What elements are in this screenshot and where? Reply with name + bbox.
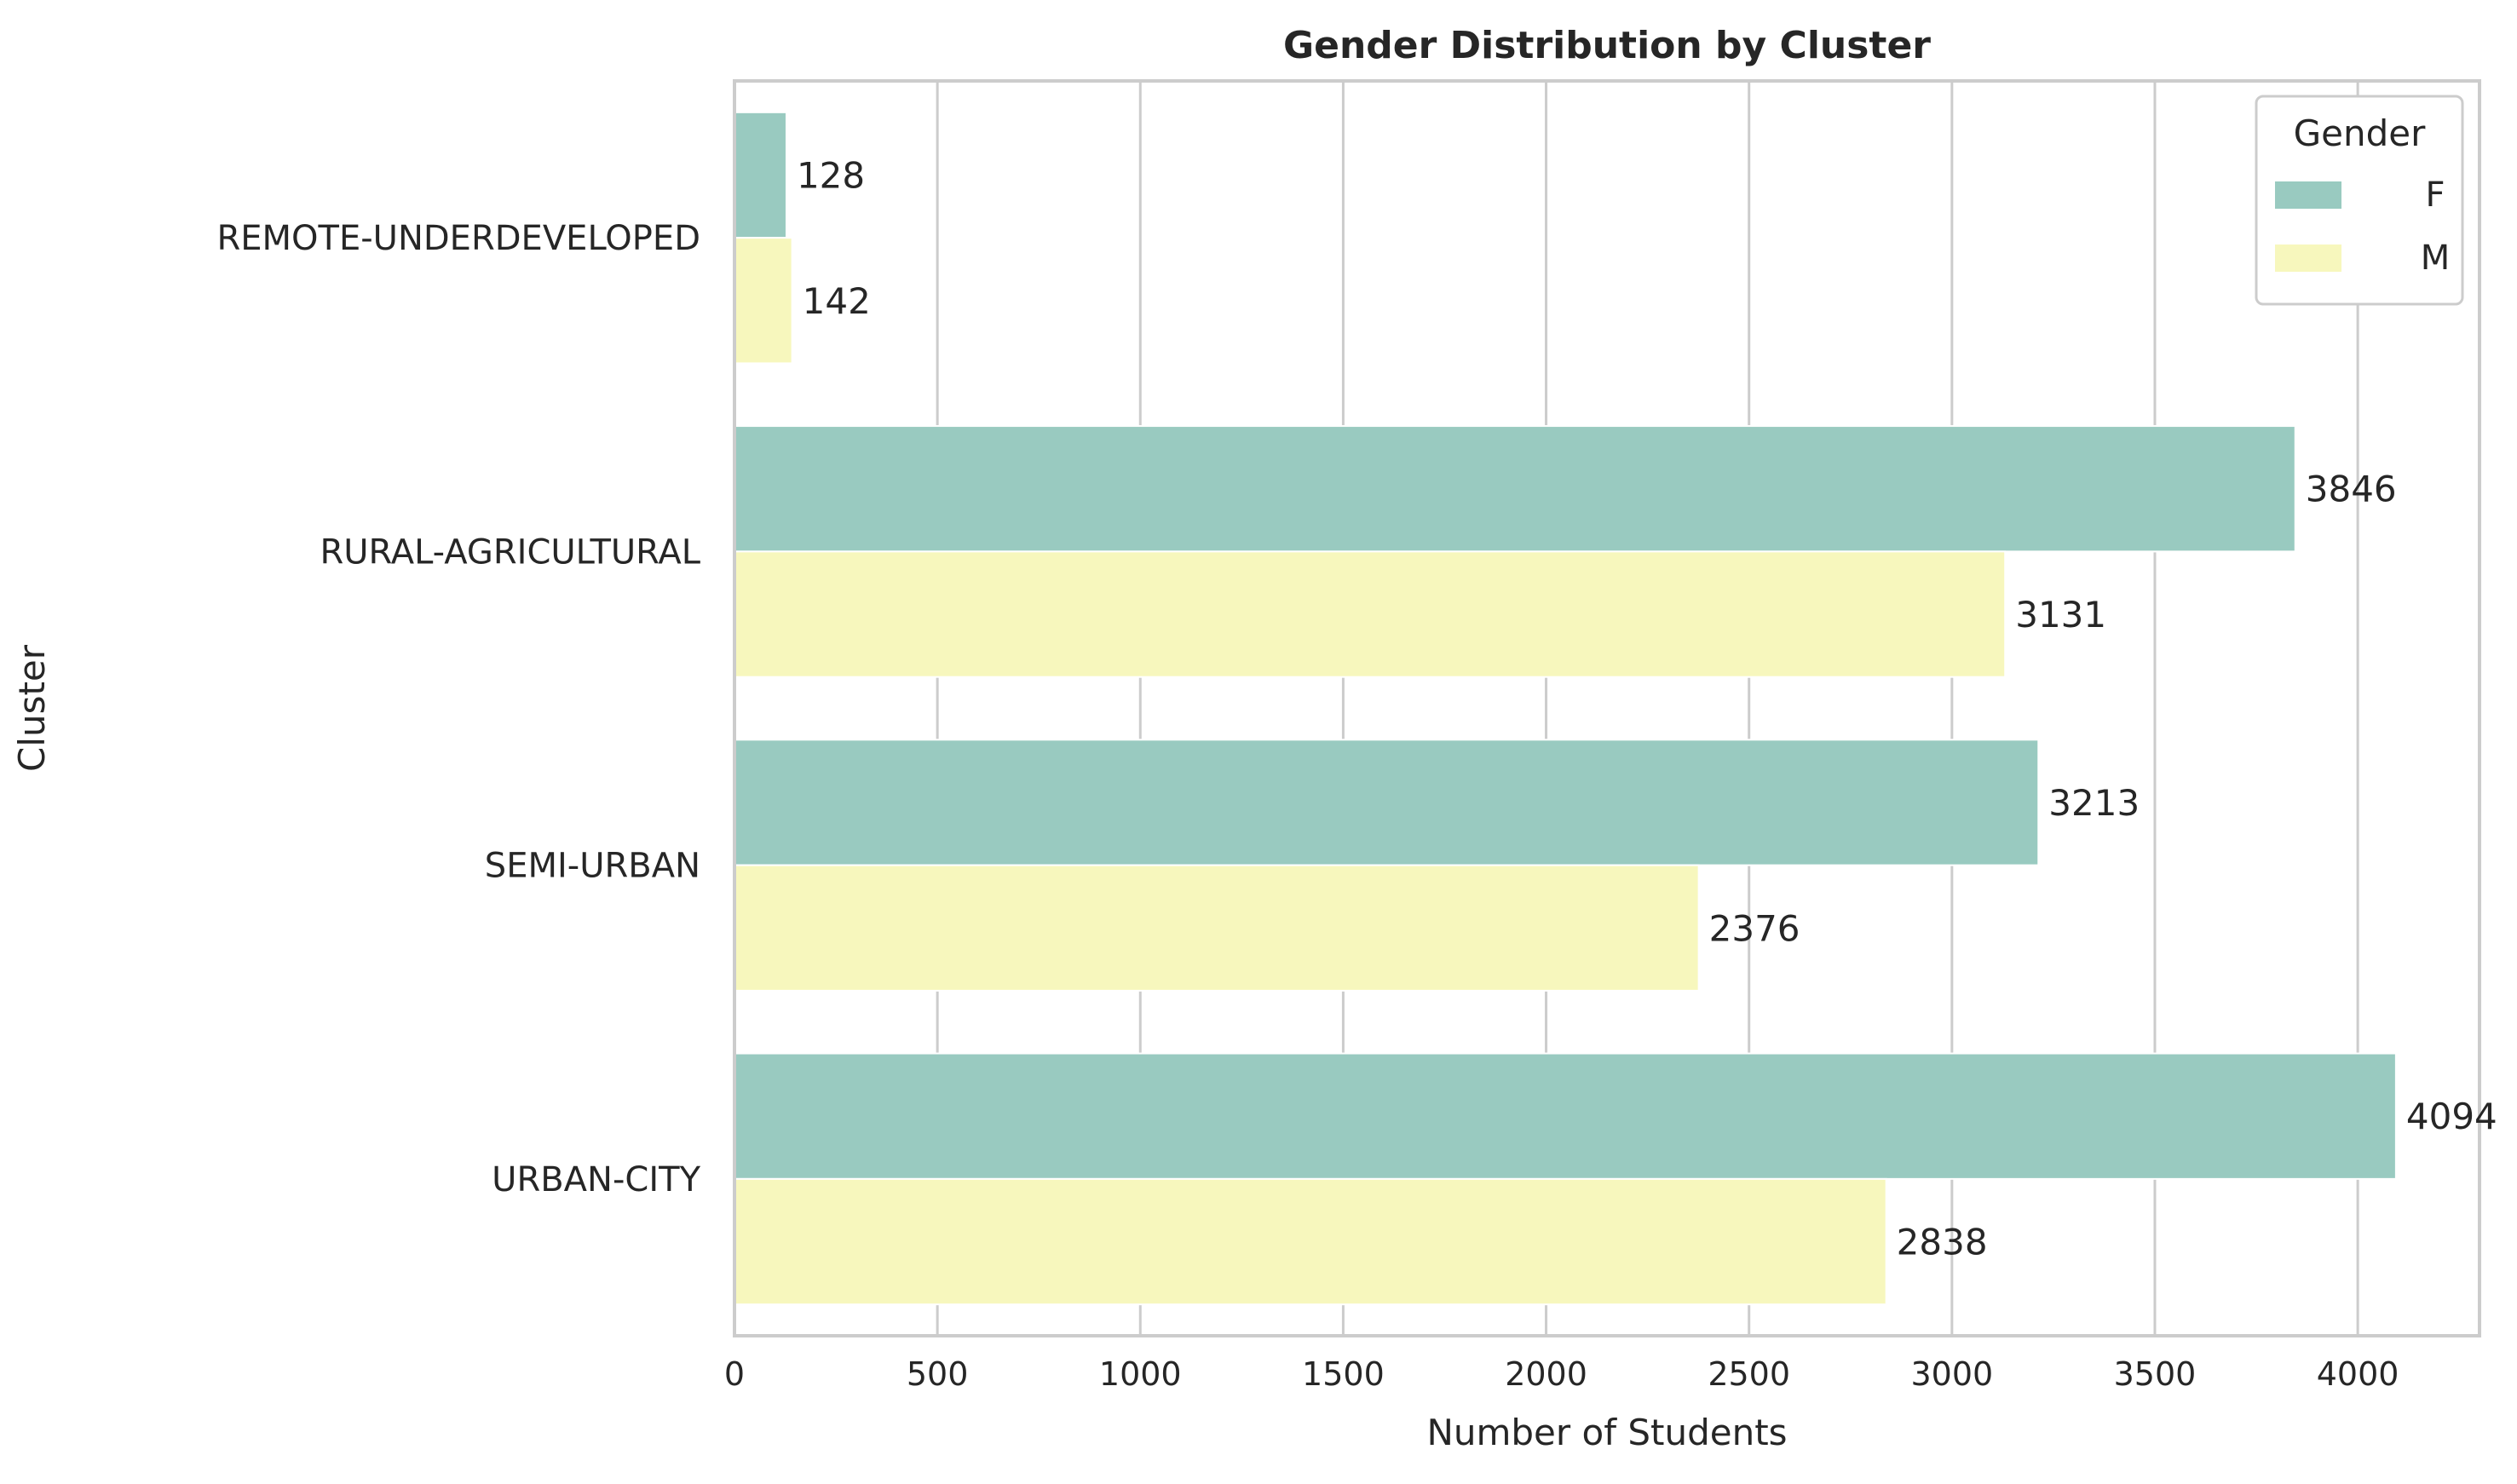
legend-title: Gender bbox=[2294, 112, 2427, 154]
grid-lines bbox=[733, 81, 2359, 1336]
data-labels: 128 142 3846 3131 3213 2376 4094 2838 bbox=[797, 154, 2497, 1263]
bars bbox=[734, 111, 2397, 1306]
bar-M-1 bbox=[734, 550, 2007, 678]
bar-F-1 bbox=[734, 425, 2296, 553]
x-ticks: 0 500 1000 1500 2000 2500 3000 3500 4000 bbox=[724, 1355, 2399, 1393]
y-axis-label: Cluster bbox=[11, 644, 53, 772]
data-label: 2376 bbox=[1709, 907, 1800, 949]
data-label: 3131 bbox=[2015, 594, 2106, 636]
legend-items: FM bbox=[2275, 175, 2450, 278]
bar-F-0 bbox=[734, 111, 787, 239]
bar-F-3 bbox=[734, 1052, 2397, 1180]
x-tick-label: 3000 bbox=[1910, 1355, 1993, 1393]
bar-F-2 bbox=[734, 739, 2040, 866]
legend-swatch-F bbox=[2275, 181, 2341, 209]
bar-M-0 bbox=[734, 237, 793, 365]
chart-title: Gender Distribution by Cluster bbox=[1283, 24, 1931, 67]
data-label: 4094 bbox=[2406, 1096, 2497, 1137]
data-label: 3846 bbox=[2306, 469, 2397, 510]
x-tick-label: 3500 bbox=[2114, 1355, 2197, 1393]
bar-M-3 bbox=[734, 1177, 1887, 1306]
y-tick-label: RURAL-AGRICULTURAL bbox=[320, 532, 700, 572]
plot-frame bbox=[733, 79, 2481, 1337]
data-label: 128 bbox=[797, 154, 865, 196]
legend-label-M: M bbox=[2421, 239, 2451, 278]
data-label: 142 bbox=[803, 280, 871, 322]
x-tick-label: 500 bbox=[907, 1355, 969, 1393]
y-tick-label: REMOTE-UNDERDEVELOPED bbox=[216, 219, 700, 258]
legend-label-F: F bbox=[2425, 175, 2445, 215]
x-tick-label: 4000 bbox=[2317, 1355, 2399, 1393]
y-tick-label: URBAN-CITY bbox=[492, 1160, 700, 1199]
x-tick-label: 2000 bbox=[1505, 1355, 1587, 1393]
data-label: 2838 bbox=[1897, 1222, 1988, 1263]
x-axis-label: Number of Students bbox=[1426, 1412, 1787, 1453]
y-tick-label: SEMI-URBAN bbox=[485, 847, 700, 886]
y-ticks: REMOTE-UNDERDEVELOPED RURAL-AGRICULTURAL S… bbox=[216, 219, 700, 1199]
bar-M-2 bbox=[734, 864, 1700, 992]
legend-swatch-M bbox=[2275, 244, 2341, 272]
x-tick-label: 0 bbox=[724, 1355, 745, 1393]
data-label: 3213 bbox=[2048, 782, 2140, 824]
legend: Gender FM bbox=[2255, 95, 2464, 306]
x-tick-label: 2500 bbox=[1708, 1355, 1790, 1393]
x-tick-label: 1500 bbox=[1302, 1355, 1385, 1393]
x-tick-label: 1000 bbox=[1099, 1355, 1182, 1393]
